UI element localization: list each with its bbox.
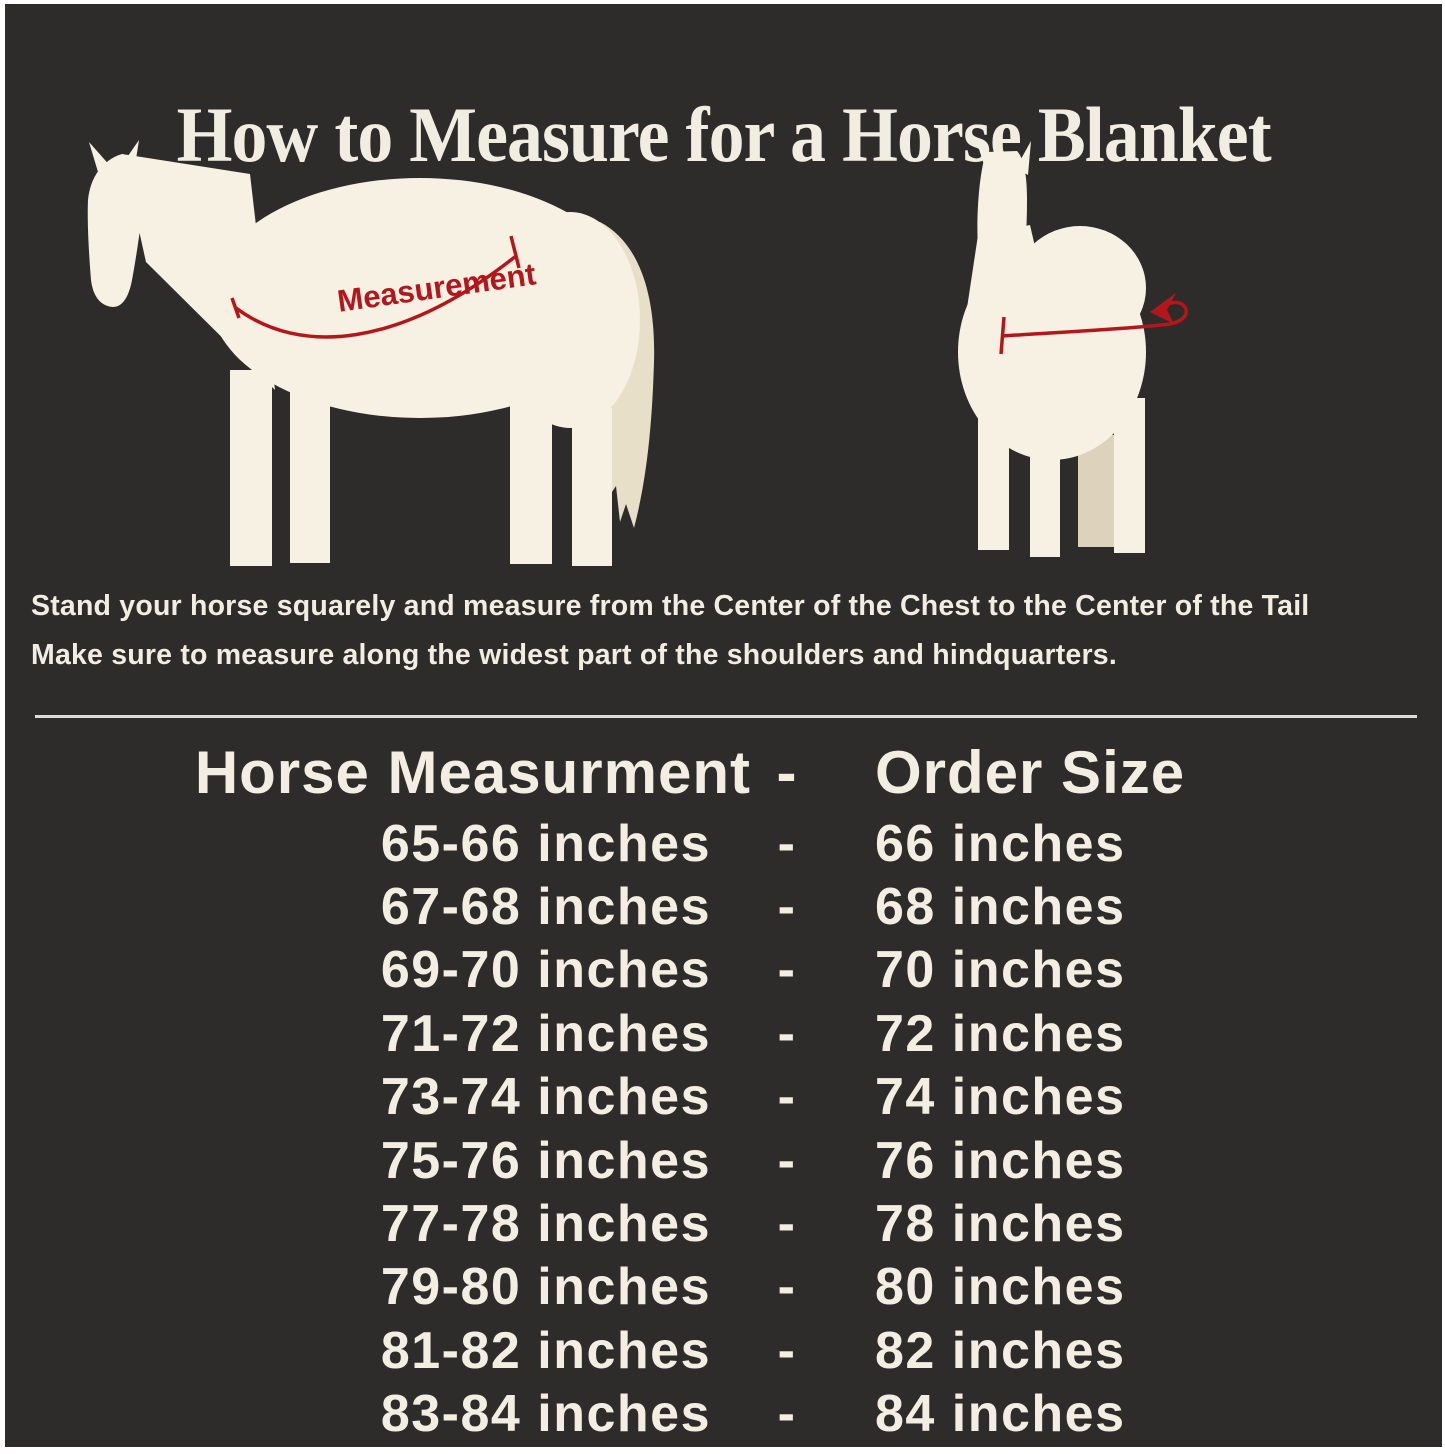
table-row: 73-74 inches - 74 inches xyxy=(5,1066,1442,1129)
table-row: 69-70 inches - 70 inches xyxy=(5,939,1442,1002)
cell-separator: - xyxy=(777,1131,797,1190)
girth-measure-arrow xyxy=(999,300,1189,355)
cell-separator: - xyxy=(777,1321,797,1380)
cell-measurement: 73-74 inches xyxy=(380,1068,711,1127)
cell-size: 74 inches xyxy=(875,1068,1126,1127)
cell-size: 78 inches xyxy=(875,1195,1126,1254)
cell-separator: - xyxy=(777,1195,797,1254)
cell-measurement: 65-66 inches xyxy=(380,814,711,873)
cell-separator: - xyxy=(777,1385,797,1444)
front-horse-figure xyxy=(958,141,1189,557)
cell-measurement: 81-82 inches xyxy=(380,1321,711,1380)
cell-measurement: 71-72 inches xyxy=(380,1004,711,1063)
table-row: 75-76 inches - 76 inches xyxy=(5,1129,1442,1192)
table-row: 67-68 inches - 68 inches xyxy=(5,875,1442,938)
table-row: 81-82 inches - 82 inches xyxy=(5,1319,1442,1382)
cell-measurement: 75-76 inches xyxy=(380,1131,711,1190)
size-table: Horse Measurment - Order Size 65-66 inch… xyxy=(5,732,1442,1446)
table-row: 77-78 inches - 78 inches xyxy=(5,1192,1442,1255)
cell-separator: - xyxy=(777,878,797,937)
header-size: Order Size xyxy=(875,738,1186,806)
cell-separator: - xyxy=(777,941,797,1000)
cell-separator: - xyxy=(777,814,797,873)
cell-size: 68 inches xyxy=(875,878,1126,937)
instructions-line-2: Make sure to measure along the widest pa… xyxy=(31,639,1117,671)
cell-size: 84 inches xyxy=(875,1385,1126,1444)
cell-size: 76 inches xyxy=(875,1131,1126,1190)
page-title-text: How to Measure for a Horse Blanket xyxy=(176,91,1271,179)
cell-size: 82 inches xyxy=(875,1321,1126,1380)
cell-size: 70 inches xyxy=(875,941,1126,1000)
header-separator: - xyxy=(776,738,798,806)
instructions-line-1: Stand your horse squarely and measure fr… xyxy=(31,590,1310,622)
cell-size: 80 inches xyxy=(875,1258,1126,1317)
cell-measurement: 79-80 inches xyxy=(380,1258,711,1317)
cell-separator: - xyxy=(777,1068,797,1127)
cell-measurement: 83-84 inches xyxy=(380,1385,711,1444)
measurement-arc xyxy=(230,235,521,339)
cell-size: 66 inches xyxy=(875,814,1126,873)
table-row: 71-72 inches - 72 inches xyxy=(5,1002,1442,1065)
section-divider xyxy=(35,715,1417,718)
shaded-leg xyxy=(1078,435,1114,547)
infographic-panel: How to Measure for a Horse Blanket xyxy=(5,4,1442,1447)
cell-separator: - xyxy=(777,1004,797,1063)
table-row: 65-66 inches - 66 inches xyxy=(5,812,1442,875)
size-table-body: 65-66 inches - 66 inches 67-68 inches - … xyxy=(5,812,1442,1446)
cell-measurement: 67-68 inches xyxy=(380,878,711,937)
size-table-header: Horse Measurment - Order Size xyxy=(5,732,1442,812)
page-title: How to Measure for a Horse Blanket xyxy=(5,90,1442,180)
cell-separator: - xyxy=(777,1258,797,1317)
table-row: 83-84 inches - 84 inches xyxy=(5,1383,1442,1446)
header-measurement: Horse Measurment xyxy=(194,738,751,806)
front-horse-silhouette xyxy=(958,141,1189,557)
table-row: 79-80 inches - 80 inches xyxy=(5,1256,1442,1319)
measuring-instructions: Stand your horse squarely and measure fr… xyxy=(31,582,1426,680)
cell-size: 72 inches xyxy=(875,1004,1126,1063)
cell-measurement: 69-70 inches xyxy=(380,941,711,1000)
arrowhead-icon xyxy=(1150,293,1176,324)
side-horse-silhouette: Measurement xyxy=(87,140,655,566)
side-horse-figure: Measurement xyxy=(87,140,655,566)
cell-measurement: 77-78 inches xyxy=(380,1195,711,1254)
